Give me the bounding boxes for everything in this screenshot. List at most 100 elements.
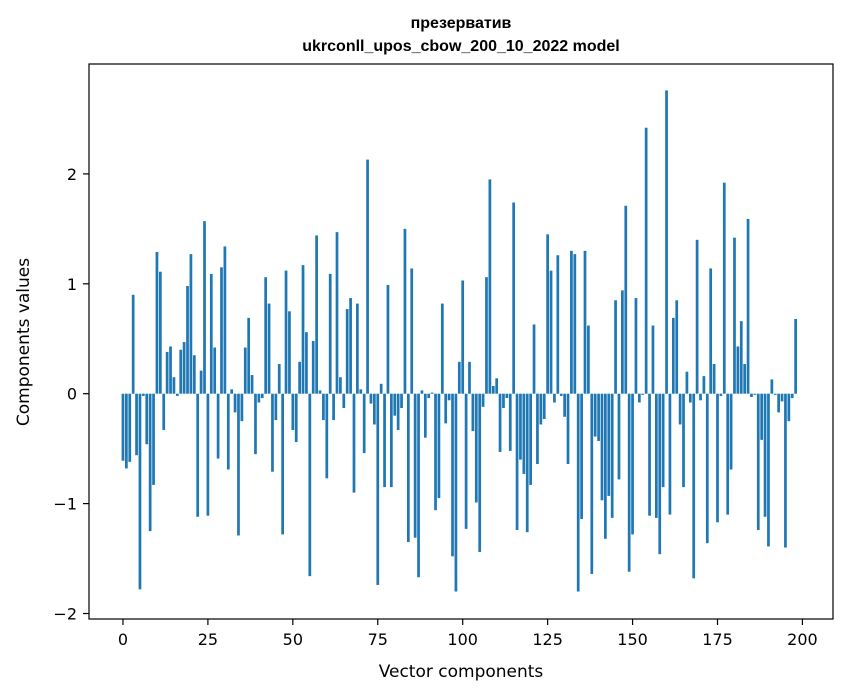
bar-component-176 (719, 393, 723, 396)
bar-component-143 (607, 393, 611, 496)
bar-component-141 (600, 393, 604, 501)
bar-component-5 (138, 393, 142, 590)
bar-component-91 (430, 392, 434, 394)
bar-component-189 (763, 393, 767, 517)
bar-component-119 (525, 393, 529, 533)
bar-component-131 (566, 393, 570, 465)
x-tick-label-150: 150 (617, 630, 648, 649)
bar-component-126 (549, 270, 553, 394)
bar-component-193 (777, 393, 780, 413)
bar-component-93 (437, 393, 441, 499)
bar-component-171 (702, 376, 706, 394)
bar-component-161 (668, 393, 672, 515)
bar-component-188 (760, 393, 764, 440)
bar-component-158 (658, 393, 662, 555)
bar-component-83 (403, 228, 407, 394)
bar-component-17 (179, 349, 183, 394)
bar-component-133 (573, 254, 577, 394)
bar-component-111 (498, 393, 502, 452)
bar-component-108 (488, 179, 492, 394)
bar-component-179 (729, 393, 733, 470)
bar-component-12 (162, 393, 166, 430)
bar-component-89 (423, 393, 427, 438)
bar-component-162 (671, 317, 675, 394)
bar-component-180 (733, 237, 736, 394)
bar-component-45 (274, 393, 278, 421)
x-tick-label-0: 0 (118, 630, 128, 649)
bar-component-34 (237, 393, 240, 536)
bar-component-98 (454, 393, 458, 592)
chart-title-line-1: презерватив (411, 15, 512, 32)
y-tick-label-1: 1 (67, 275, 77, 294)
bar-component-44 (271, 393, 274, 472)
bar-component-196 (787, 393, 791, 422)
bar-component-30 (223, 246, 227, 394)
bar-component-121 (532, 324, 536, 394)
bar-component-156 (651, 325, 655, 394)
bar-component-43 (267, 303, 271, 394)
bar-component-115 (512, 202, 516, 394)
bar-component-110 (495, 378, 499, 394)
bar-component-94 (440, 303, 444, 394)
bar-component-75 (376, 393, 380, 585)
bar-component-84 (406, 393, 410, 543)
bar-component-65 (342, 393, 346, 408)
bar-component-184 (746, 218, 750, 394)
bar-component-74 (373, 393, 376, 425)
bar-component-140 (597, 393, 600, 441)
bar-component-71 (362, 393, 366, 454)
bar-component-31 (226, 393, 230, 470)
y-tick-label--2: −2 (53, 605, 77, 624)
x-tick-label-25: 25 (198, 630, 218, 649)
x-tick-label-75: 75 (368, 630, 388, 649)
bar-component-132 (570, 250, 573, 394)
bar-component-42 (264, 277, 268, 394)
bar-component-154 (644, 127, 648, 394)
bar-component-105 (478, 393, 482, 552)
bar-component-21 (192, 355, 196, 394)
bar-component-4 (135, 393, 138, 456)
bar-component-125 (546, 234, 549, 394)
x-tick-label-100: 100 (447, 630, 478, 649)
bar-component-6 (142, 393, 145, 396)
y-axis-ticks: −2 −1 0 1 2 (53, 165, 89, 624)
bar-component-23 (199, 370, 203, 394)
bar-component-155 (648, 393, 651, 516)
bar-component-163 (675, 300, 679, 394)
bar-component-103 (471, 393, 475, 432)
bar-component-138 (590, 393, 594, 574)
bar-component-182 (739, 321, 743, 394)
bar-component-73 (369, 393, 373, 404)
bar-component-146 (617, 393, 621, 480)
bar-component-165 (682, 393, 685, 488)
bar-component-187 (756, 393, 760, 530)
bar-component-53 (301, 265, 305, 394)
x-tick-label-175: 175 (702, 630, 733, 649)
bar-component-113 (505, 393, 509, 399)
bar-component-95 (444, 393, 448, 424)
bar-component-147 (621, 290, 624, 394)
bar-component-80 (393, 393, 397, 416)
bar-component-15 (172, 377, 176, 394)
bar-component-198 (794, 318, 797, 394)
bar-component-149 (627, 393, 631, 572)
bar-component-92 (434, 393, 437, 511)
bar-component-14 (169, 346, 172, 394)
bar-component-0 (121, 393, 125, 461)
bar-component-122 (536, 393, 539, 465)
bar-component-120 (529, 393, 532, 485)
bar-component-106 (481, 393, 485, 407)
bar-component-172 (705, 393, 709, 544)
bar-component-145 (614, 300, 617, 394)
bar-component-47 (281, 393, 284, 535)
bar-component-157 (654, 393, 658, 518)
bar-component-186 (753, 393, 757, 395)
bar-component-61 (328, 273, 332, 394)
bar-component-177 (722, 182, 726, 394)
x-axis-ticks: 0 25 50 75 100 125 150 175 200 (118, 619, 818, 649)
bar-component-170 (699, 393, 702, 401)
bar-component-28 (216, 393, 220, 459)
bar-component-109 (491, 386, 495, 394)
bar-component-116 (515, 393, 519, 530)
